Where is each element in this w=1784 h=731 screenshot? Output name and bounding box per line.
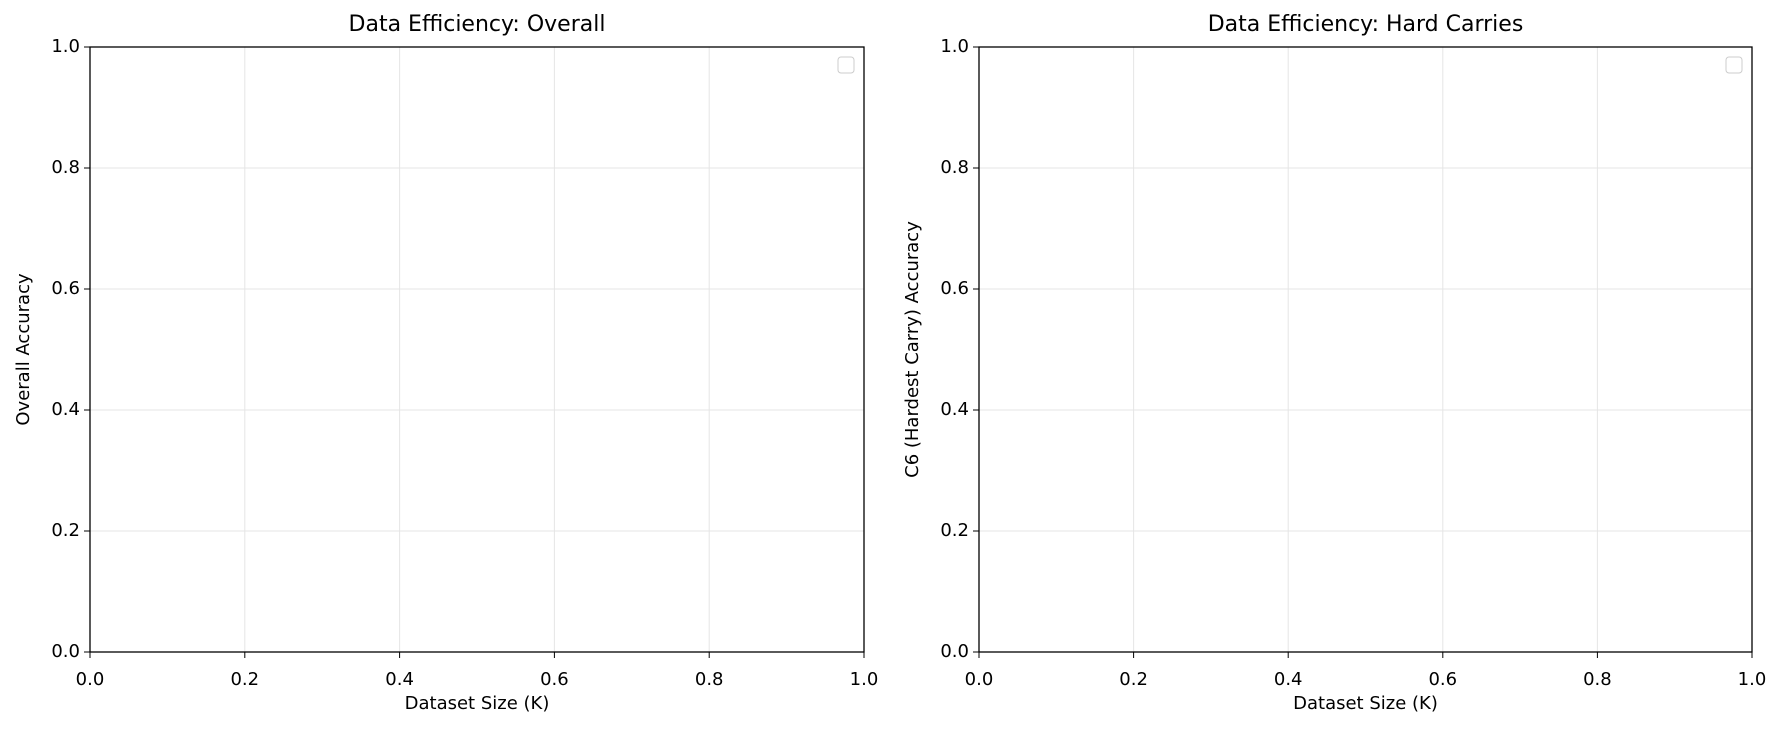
y-tick-label: 1.0 [940, 36, 969, 57]
x-tick-label: 0.0 [76, 669, 105, 690]
x-axis-label: Dataset Size (K) [405, 693, 550, 714]
x-tick-label: 0.4 [385, 669, 414, 690]
y-tick-label: 0.2 [940, 520, 969, 541]
x-tick-label: 0.0 [965, 669, 994, 690]
axes-frame [978, 46, 1753, 653]
x-tick-label: 1.0 [850, 669, 879, 690]
axes-frame [89, 46, 865, 653]
legend [1725, 56, 1743, 74]
x-tick-label: 0.6 [540, 669, 569, 690]
y-tick-label: 0.0 [940, 641, 969, 662]
x-tick-label: 0.2 [1119, 669, 1148, 690]
y-axis-label: C6 (Hardest Carry) Accuracy [902, 221, 923, 478]
y-tick-label: 0.0 [51, 641, 80, 662]
x-tick-label: 0.8 [1583, 669, 1612, 690]
y-tick-label: 1.0 [51, 36, 80, 57]
y-tick-label: 0.8 [940, 157, 969, 178]
x-tick-label: 0.4 [1274, 669, 1303, 690]
x-axis-label: Dataset Size (K) [1293, 693, 1438, 714]
x-tick-label: 1.0 [1738, 669, 1767, 690]
y-axis-label: Overall Accuracy [13, 273, 34, 426]
y-tick-label: 0.8 [51, 157, 80, 178]
y-tick-label: 0.4 [940, 399, 969, 420]
chart-title: Data Efficiency: Overall [349, 12, 606, 37]
y-tick-label: 0.4 [51, 399, 80, 420]
y-tick-label: 0.6 [51, 278, 80, 299]
x-tick-label: 0.8 [695, 669, 724, 690]
subplot: 0.0 0.2 0.4 0.6 0.8 1.0 0.0 0.2 0.4 0.6 0.8 1.0 Data… [902, 12, 1766, 714]
legend [837, 56, 855, 74]
subplot: 0.0 0.2 0.4 0.6 0.8 1.0 0.0 0.2 0.4 0.6 0.8 1.0 Data… [13, 12, 878, 714]
y-tick-label: 0.2 [51, 520, 80, 541]
x-tick-label: 0.6 [1428, 669, 1457, 690]
chart-title: Data Efficiency: Hard Carries [1208, 12, 1524, 37]
y-tick-label: 0.6 [940, 278, 969, 299]
x-tick-label: 0.2 [230, 669, 259, 690]
